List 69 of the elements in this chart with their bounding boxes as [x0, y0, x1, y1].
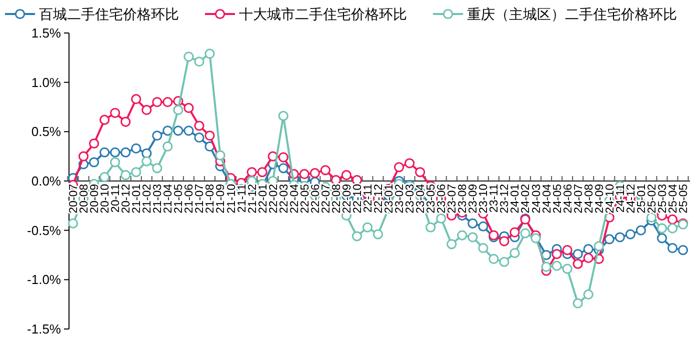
x-tick-label: 21-01: [131, 184, 144, 214]
x-tick-label: 21-10: [226, 184, 238, 214]
x-tick-label: 23-11: [488, 184, 501, 213]
x-tick-label: 22-10: [352, 184, 364, 214]
x-tick-label: 24-01: [510, 184, 522, 214]
x-tick-label: 25-04: [667, 183, 680, 214]
x-tick-label: 21-07: [194, 184, 206, 214]
x-tick-label: 24-09: [594, 184, 606, 214]
x-tick-label: 23-06: [436, 184, 448, 214]
x-tick-label: 23-02: [394, 184, 406, 214]
x-tick-label: 21-12: [246, 184, 259, 214]
x-tick-label: 22-01: [257, 184, 270, 214]
x-tick-label: 21-08: [204, 184, 217, 214]
x-tick-label: 20-09: [89, 184, 102, 214]
x-tick-label: 22-04: [288, 183, 301, 214]
y-tick-label: -1.0%: [27, 272, 62, 288]
x-tick-label: 22-07: [320, 184, 332, 214]
x-tick-label: 25-05: [678, 184, 690, 214]
x-tick-label: 21-03: [152, 184, 164, 214]
x-tick-label: 23-05: [426, 184, 438, 214]
x-tick-label: 24-08: [583, 184, 596, 214]
x-tick-label: 21-06: [184, 184, 196, 214]
x-tick-label: 25-01: [636, 184, 648, 214]
x-tick-label: 21-11: [236, 184, 248, 213]
x-tick-label: 24-03: [530, 184, 543, 214]
x-tick-label: 23-04: [415, 183, 428, 214]
x-tick-label: 22-11: [362, 184, 374, 213]
y-tick-label: 0.0%: [31, 174, 62, 188]
x-tick-label: 22-06: [310, 184, 322, 214]
x-tick-label: 20-12: [120, 184, 133, 214]
x-tick-label: 22-12: [373, 184, 385, 214]
x-tick-label: 23-07: [446, 184, 459, 214]
x-tick-label: 22-09: [341, 184, 354, 214]
x-tick-label: 24-12: [625, 184, 638, 214]
x-tick-label: 22-08: [330, 184, 343, 214]
x-tick-label: 20-11: [110, 184, 122, 213]
legend-label: 重庆（主城区）二手住宅价格环比: [467, 6, 677, 22]
x-tick-label: 25-02: [646, 184, 658, 214]
x-tick-label: 21-04: [162, 183, 175, 214]
y-tick-label: 0.5%: [31, 124, 62, 140]
x-tick-label: 21-02: [142, 184, 154, 214]
x-tick-label: 24-11: [614, 184, 627, 213]
x-tick-label: 25-03: [656, 184, 669, 214]
legend-label: 百城二手住宅价格环比: [39, 6, 179, 22]
x-tick-label: 22-03: [278, 184, 290, 214]
x-tick-label: 23-09: [468, 184, 480, 214]
x-tick-label: 21-05: [173, 184, 186, 214]
x-tick-label: 23-10: [478, 184, 490, 214]
x-tick-label: 23-03: [404, 184, 417, 214]
x-tick-label: 23-01: [384, 184, 396, 214]
y-tick-label: -1.5%: [27, 322, 62, 336]
y-tick-label: -0.5%: [27, 222, 62, 238]
y-tick-label: 1.0%: [31, 74, 62, 90]
x-tick-label: 21-09: [215, 184, 228, 214]
x-tick-label: 23-08: [457, 184, 470, 214]
x-tick-label: 22-02: [268, 184, 280, 214]
y-tick-label: 1.5%: [31, 26, 62, 40]
x-tick-label: 24-02: [520, 184, 532, 214]
x-tick-label: 24-07: [572, 184, 585, 214]
x-tick-label: 20-08: [78, 184, 91, 214]
x-tick-label: 20-10: [100, 184, 112, 214]
x-tick-label: 23-12: [499, 184, 512, 214]
x-tick-label: 24-05: [552, 184, 564, 214]
x-tick-label: 22-05: [299, 184, 312, 214]
x-tick-label: 24-06: [562, 184, 574, 214]
x-tick-label: 24-10: [604, 184, 616, 214]
legend-label: 十大城市二手住宅价格环比: [239, 6, 407, 22]
x-tick-label: 20-07: [68, 184, 80, 214]
x-tick-label: 24-04: [541, 183, 554, 214]
